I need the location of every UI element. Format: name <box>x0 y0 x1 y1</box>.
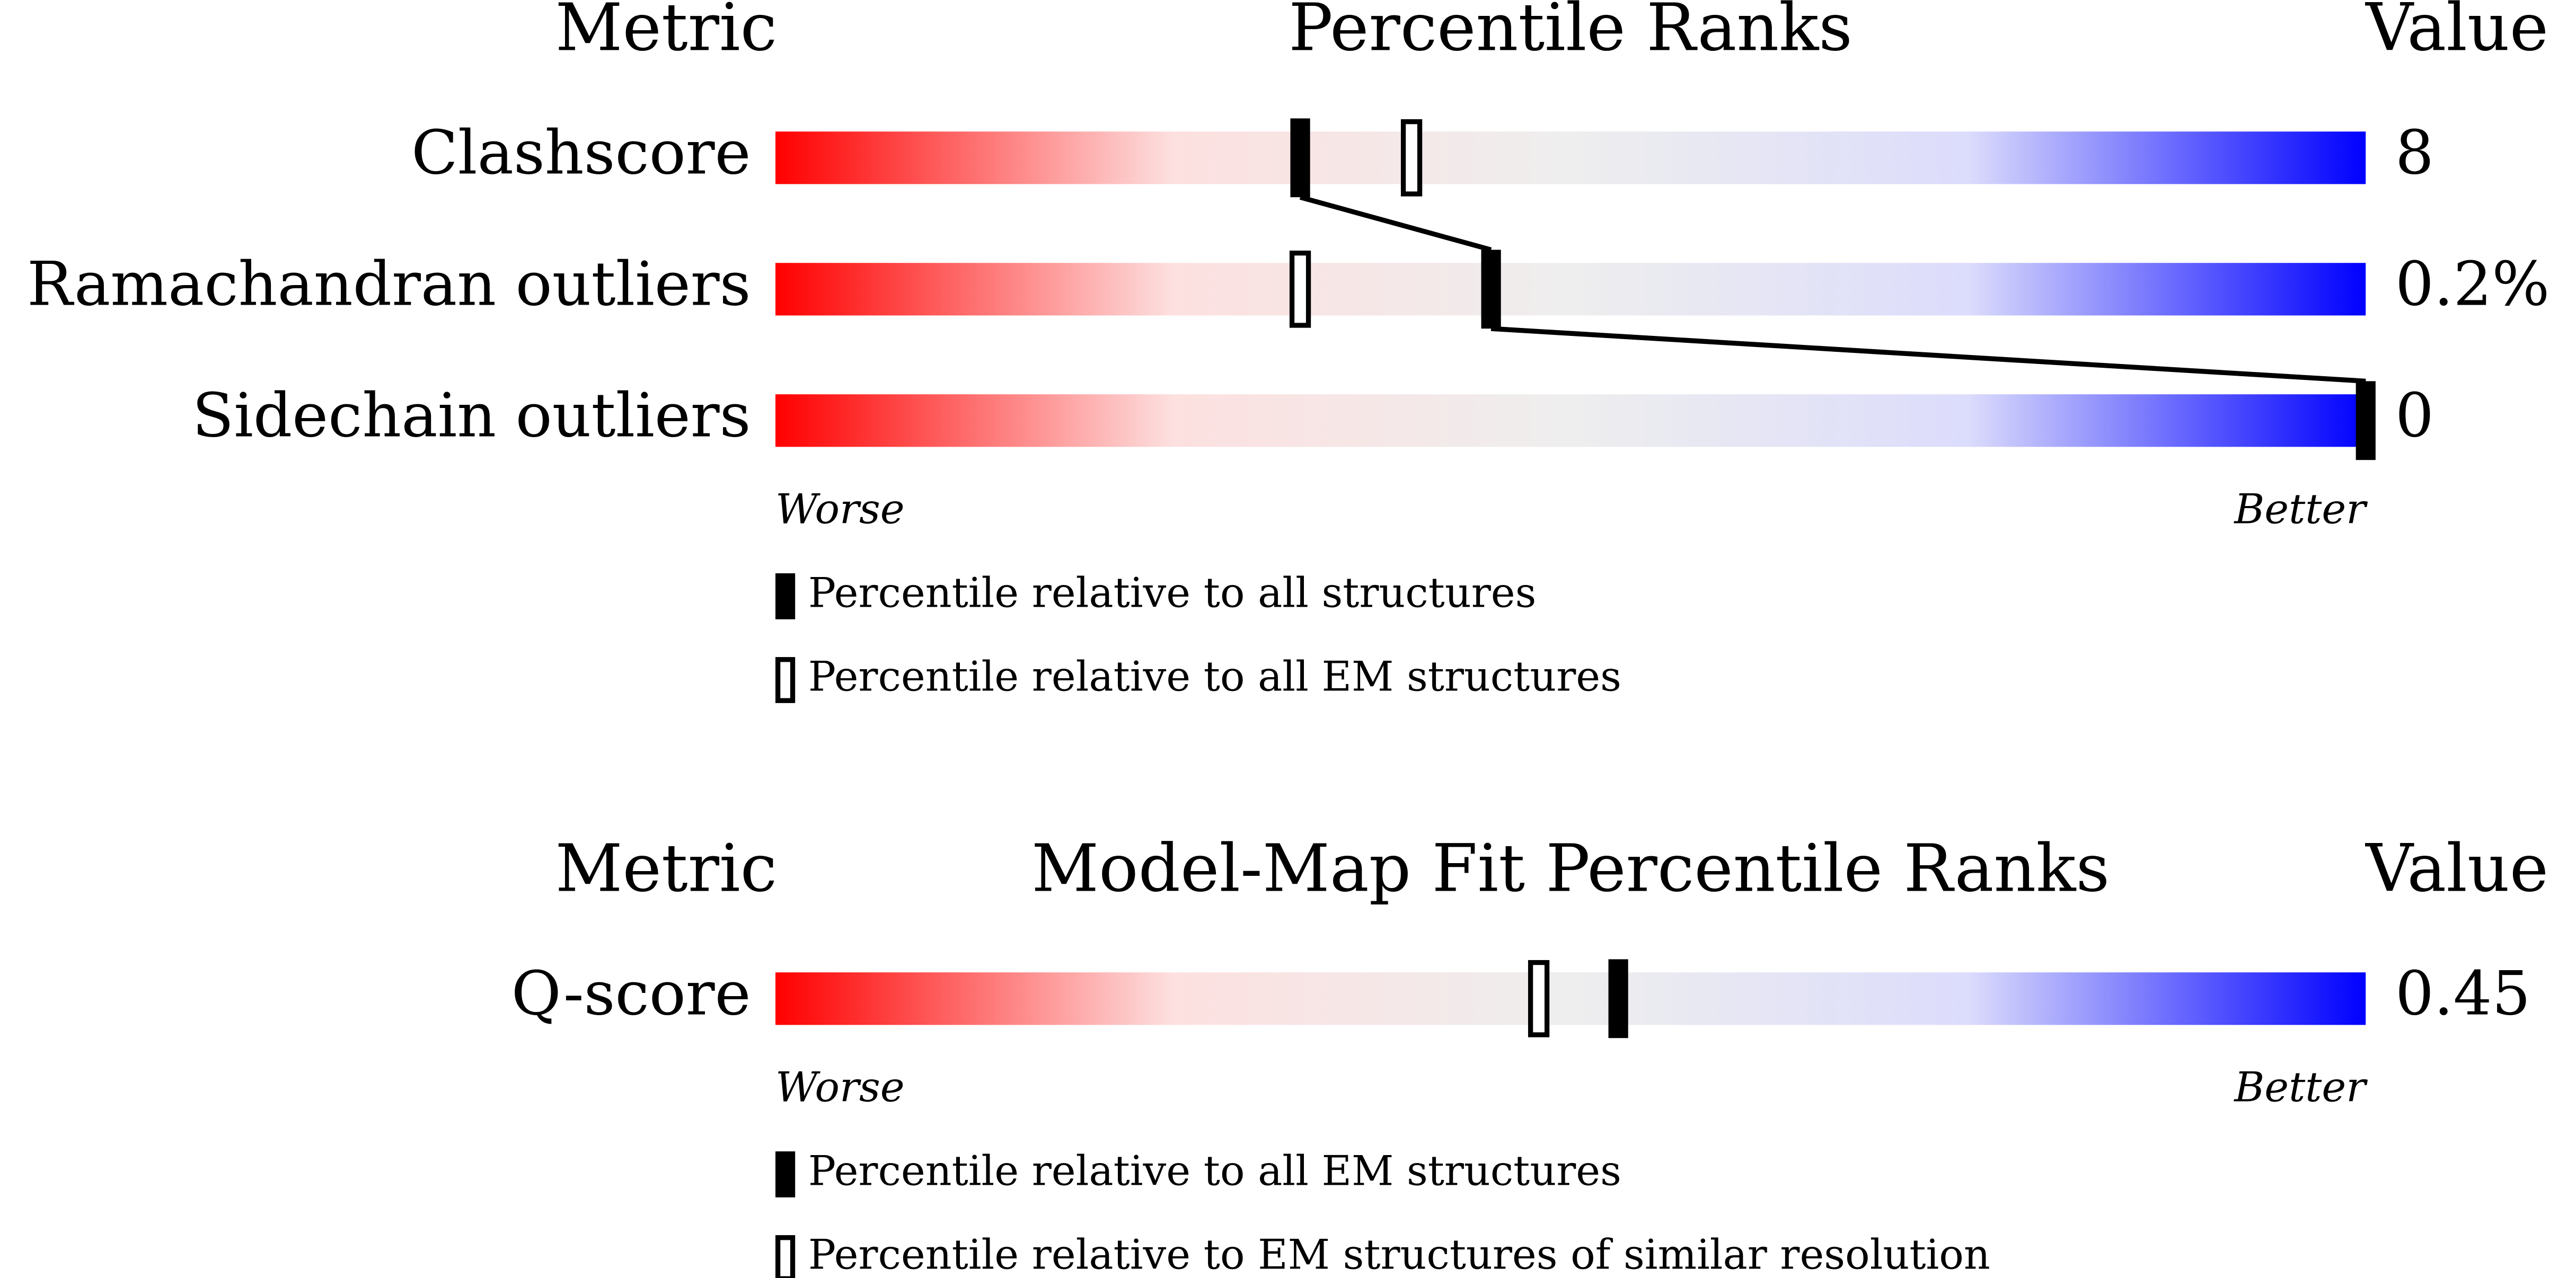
better-label: Better <box>2233 1063 2368 1111</box>
chart-title: Percentile Ranks <box>1289 0 1852 66</box>
percentile-marker <box>1290 118 1310 198</box>
slider-bar <box>775 972 2366 1025</box>
metric-header: Metric <box>555 830 777 907</box>
metric-value: 0 <box>2395 380 2434 451</box>
value-header: Value <box>2365 830 2548 907</box>
legend-text: Percentile relative to all EM structures <box>808 1147 1621 1195</box>
slider-bar <box>775 263 2366 316</box>
legend-text: Percentile relative to all structures <box>808 569 1536 617</box>
metric-label: Ramachandran outliers <box>27 249 751 320</box>
slider-bar <box>775 131 2366 184</box>
worse-label: Worse <box>775 1063 905 1111</box>
legend-text: Percentile relative to all EM structures <box>808 653 1621 700</box>
chart-title: Model-Map Fit Percentile Ranks <box>1031 830 2110 907</box>
percentile-marker <box>1481 250 1501 329</box>
value-header: Value <box>2365 0 2548 66</box>
legend-text: Percentile relative to EM structures of … <box>808 1231 1990 1278</box>
percentile-marker-open <box>1528 960 1550 1037</box>
legend-marker <box>775 1235 796 1278</box>
metric-value: 8 <box>2395 118 2434 188</box>
metric-value: 0.2% <box>2395 249 2549 320</box>
percentile-marker-open <box>1400 119 1423 197</box>
metric-label: Sidechain outliers <box>192 380 751 451</box>
percentile-marker <box>2356 381 2376 460</box>
percentile-marker-open <box>1289 250 1311 328</box>
worse-label: Worse <box>775 485 905 533</box>
better-label: Better <box>2233 485 2368 533</box>
legend-marker <box>775 573 796 619</box>
slider-bar <box>775 394 2366 447</box>
metric-value: 0.45 <box>2395 958 2530 1029</box>
percentile-marker <box>1608 959 1628 1039</box>
metric-label: Q-score <box>511 958 751 1029</box>
legend-marker <box>775 1151 796 1197</box>
metric-label: Clashscore <box>411 118 751 188</box>
metric-header: Metric <box>555 0 777 66</box>
legend-marker <box>775 657 796 703</box>
